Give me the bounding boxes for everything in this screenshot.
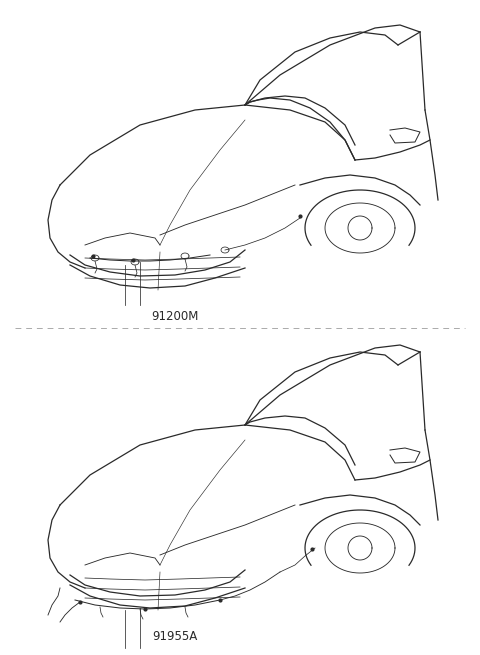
Text: 91955A: 91955A xyxy=(152,630,198,643)
Text: 91200M: 91200M xyxy=(151,310,199,323)
